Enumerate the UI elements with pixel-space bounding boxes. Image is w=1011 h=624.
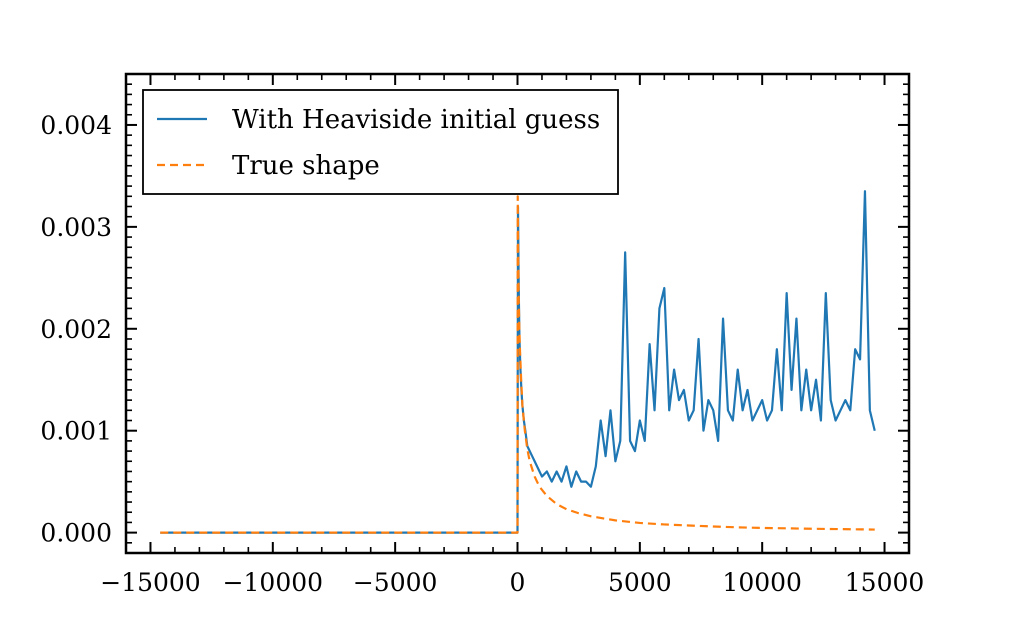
- y-tick-label: 0.001: [40, 417, 112, 446]
- x-tick-label: 15000: [845, 568, 925, 597]
- legend-label-series-2: True shape: [232, 151, 380, 181]
- legend: With Heaviside initial guess True shape: [142, 89, 619, 195]
- x-tick-label: −10000: [223, 568, 323, 597]
- y-tick-label: 0.004: [40, 111, 112, 140]
- series-line-1: [160, 190, 876, 534]
- ticks-layer: −15000 −10000 −5000 0 5000 10000 15000 0.000 0.0…: [40, 74, 924, 597]
- x-tick-label: 5000: [608, 568, 672, 597]
- x-tick-label: −5000: [353, 568, 438, 597]
- plot-frame: [124, 72, 911, 555]
- legend-label-series-1: With Heaviside initial guess: [232, 105, 600, 135]
- y-tick-label: 0.002: [40, 315, 112, 344]
- x-tick-label: 0: [510, 568, 526, 597]
- legend-box: [142, 89, 619, 195]
- y-tick-label: 0.003: [40, 213, 112, 242]
- x-tick-label: 10000: [722, 568, 802, 597]
- y-tick-label: 0.000: [40, 519, 112, 548]
- series-layer: [160, 190, 876, 534]
- x-tick-label: −15000: [100, 568, 200, 597]
- series-line-2: [160, 195, 875, 534]
